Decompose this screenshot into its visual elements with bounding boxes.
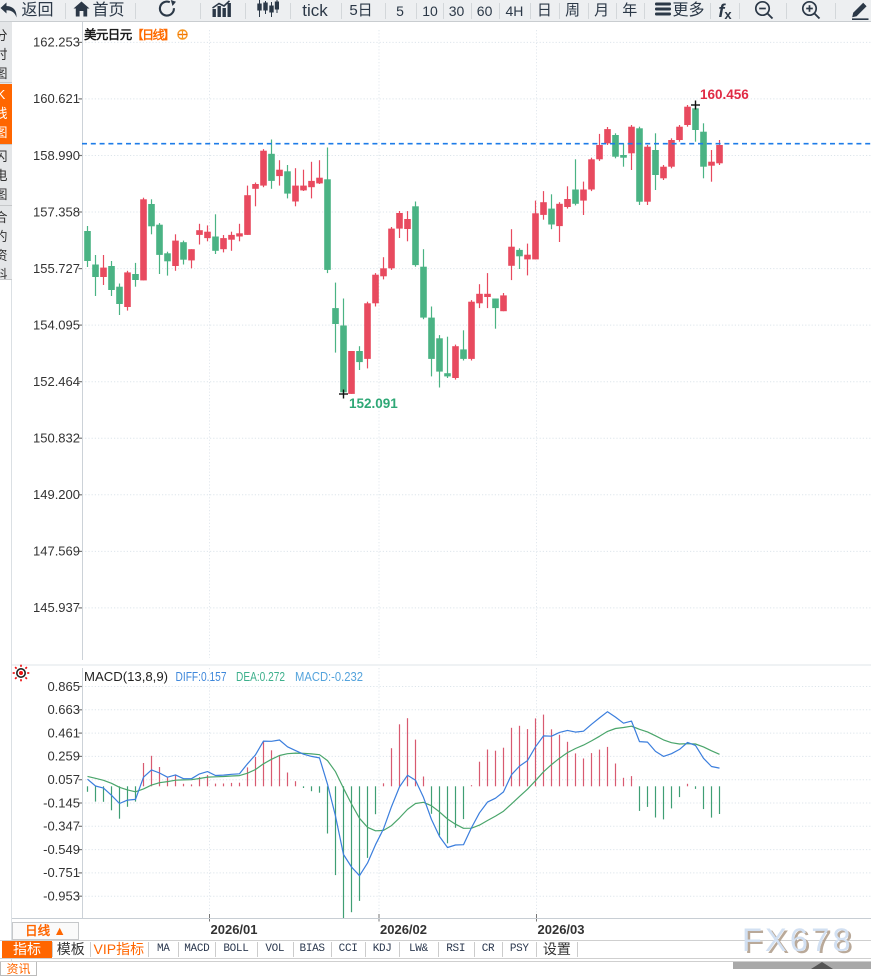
svg-text:0.865: 0.865 (47, 679, 80, 694)
svg-text:2026/01: 2026/01 (211, 922, 258, 937)
svg-text:-0.549: -0.549 (43, 842, 80, 857)
svg-text:-0.347: -0.347 (43, 819, 80, 834)
svg-text:2026/03: 2026/03 (538, 922, 585, 937)
svg-text:149.200: 149.200 (33, 487, 80, 502)
svg-text:152.464: 152.464 (33, 374, 80, 389)
svg-text:162.253: 162.253 (33, 35, 80, 50)
svg-text:157.358: 157.358 (33, 204, 80, 219)
svg-text:2026/02: 2026/02 (380, 922, 427, 937)
svg-text:-0.751: -0.751 (43, 865, 80, 880)
svg-text:150.832: 150.832 (33, 431, 80, 446)
svg-text:FX678: FX678 (742, 922, 854, 958)
svg-text:DEA:0.272: DEA:0.272 (236, 669, 285, 684)
svg-text:147.569: 147.569 (33, 544, 80, 559)
svg-text:-0.953: -0.953 (43, 889, 80, 904)
svg-text:MACD:-0.232: MACD:-0.232 (295, 669, 363, 684)
svg-text:145.937: 145.937 (33, 600, 80, 615)
svg-text:154.095: 154.095 (33, 317, 80, 332)
svg-text:158.990: 158.990 (33, 148, 80, 163)
svg-text:0.663: 0.663 (47, 702, 80, 717)
svg-text:0.057: 0.057 (47, 772, 80, 787)
svg-text:160.621: 160.621 (33, 91, 80, 106)
svg-text:0.259: 0.259 (47, 749, 80, 764)
svg-text:0.461: 0.461 (47, 725, 80, 740)
svg-text:-0.145: -0.145 (43, 795, 80, 810)
svg-text:155.727: 155.727 (33, 261, 80, 276)
svg-text:MACD(13,8,9): MACD(13,8,9) (84, 669, 168, 684)
svg-text:DIFF:0.157: DIFF:0.157 (176, 669, 227, 684)
svg-text:FX678: FX678 (745, 924, 857, 958)
svg-text:152.091: 152.091 (349, 396, 398, 411)
svg-text:160.456: 160.456 (700, 87, 749, 102)
